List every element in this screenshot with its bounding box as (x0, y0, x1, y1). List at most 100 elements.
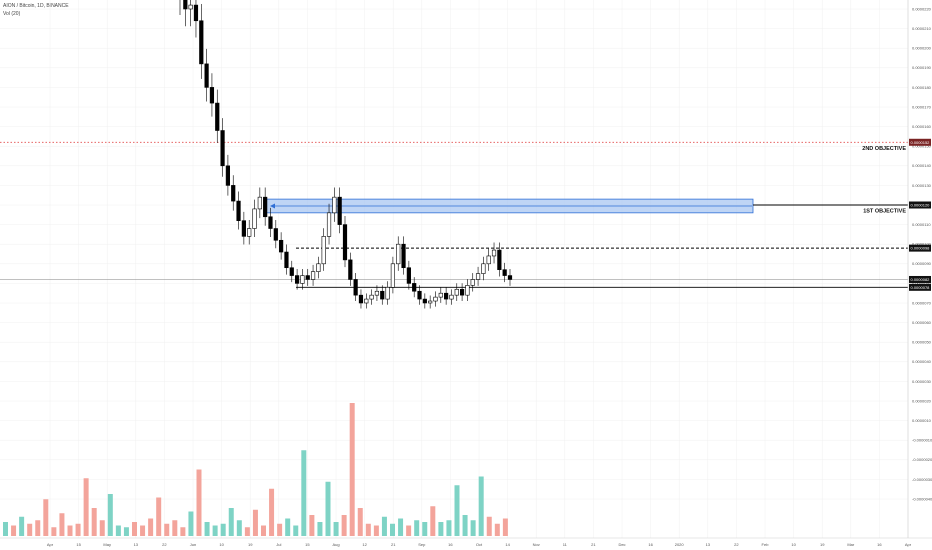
symbol-title: AION / Bitcoin, 1D, BINANCE (3, 3, 69, 9)
date-tick-label: 13 (706, 542, 711, 547)
date-tick-label: 11 (563, 542, 568, 547)
volume-indicator-label: Vol (20) (3, 11, 21, 17)
price-tick-label: 0.0000040 (912, 359, 932, 364)
volume-bar (365, 523, 371, 536)
price-tick-label: 0.0000190 (912, 65, 932, 70)
price-tick-label: 0.0000150 (912, 144, 932, 149)
candle-body (215, 102, 220, 131)
candle-body (188, 4, 193, 10)
date-tick-label: 16 (448, 542, 453, 547)
candle-body (481, 263, 486, 274)
price-tick-label: 0.0000020 (912, 398, 932, 403)
volume-bar (381, 516, 387, 536)
date-tick-label: Nov (533, 542, 540, 547)
volume-bar (123, 527, 129, 536)
volume-bar (83, 478, 89, 536)
volume-bars (3, 403, 508, 536)
candle-body (470, 279, 475, 286)
candle-body (310, 271, 316, 280)
price-tag (909, 275, 931, 283)
volume-bar (244, 527, 250, 536)
candle-body (252, 208, 257, 229)
candle-body (406, 267, 411, 284)
price-tick-label: 0.0000090 (912, 261, 932, 266)
volume-bar (502, 518, 508, 536)
candle-body (231, 185, 236, 202)
volume-bar (406, 525, 412, 536)
volume-bar (59, 513, 65, 536)
candle-body (321, 236, 326, 265)
candle-body (491, 249, 497, 257)
candlesticks (179, 0, 513, 309)
volume-bar (236, 520, 242, 536)
price-tick-label: 0.0000060 (912, 320, 932, 325)
volume-bar (261, 525, 267, 536)
volume-bar (99, 520, 105, 536)
date-tick-label: 16 (877, 542, 882, 547)
candle-body (284, 251, 289, 269)
volume-bar (430, 506, 436, 536)
candle-body (385, 287, 390, 300)
volume-bar (75, 523, 81, 536)
candle-body (369, 294, 374, 300)
candle-body (257, 196, 262, 210)
candle-body (475, 273, 481, 280)
date-tick-label: Sep (418, 542, 426, 547)
volume-bar (317, 522, 323, 536)
date-axis[interactable]: Apr 15 May 13 22 Jun 10 19 Jul 15 Aug 12 21 Sep 16 Oct 1… (0, 537, 932, 547)
volume-bar (446, 520, 452, 536)
volume-bar (115, 525, 121, 536)
candle-body (279, 239, 284, 253)
candle-body (332, 196, 337, 214)
price-tick-label: 0.0000010 (912, 418, 932, 423)
objective-zone (265, 198, 754, 214)
date-tick-label: 14 (505, 542, 510, 547)
candle-body (390, 263, 396, 288)
volume-bar (333, 522, 339, 536)
volume-bar (43, 499, 49, 536)
candle-body (294, 275, 300, 284)
candle-body (449, 294, 454, 300)
objective-labels: 1ST OBJECTIVE 2ND OBJECTIVE (862, 146, 906, 215)
price-tick-label: -0.0000010 (912, 438, 932, 443)
date-tick-label: Oct (476, 542, 483, 547)
date-tick-label: 10 (219, 542, 224, 547)
price-tick-label: 0.0000050 (912, 340, 932, 345)
volume-bar (172, 520, 178, 536)
candle-body (236, 200, 241, 221)
volume-bar (148, 518, 154, 536)
volume-bar (325, 481, 331, 536)
price-levels (0, 141, 908, 288)
date-tick-label: 15 (76, 542, 81, 547)
price-tag-label: 0.0000120 (911, 203, 931, 208)
candle-body (316, 263, 321, 272)
volume-bar (3, 522, 8, 536)
candle-body (422, 298, 427, 304)
date-tick-label: 16 (648, 542, 653, 547)
volume-bar (373, 525, 379, 536)
date-tick-label: 10 (791, 542, 796, 547)
date-tick-label: Aug (332, 542, 339, 547)
candle-body (241, 220, 246, 237)
price-tick-label: 0.0000070 (912, 300, 932, 305)
volume-bar (19, 516, 25, 536)
candle-body (300, 275, 305, 284)
volume-bar (27, 523, 33, 536)
volume-bar (478, 476, 484, 536)
candle-body (204, 63, 209, 88)
candle-body (502, 269, 507, 276)
candle-body (433, 296, 438, 302)
date-tick-label: 13 (134, 542, 139, 547)
volume-bar (438, 522, 444, 536)
price-axis[interactable]: 0.0000220 0.0000210 0.0000200 0.0000190 0.00… (907, 0, 932, 538)
candle-body (396, 243, 401, 265)
price-tick-label: 0.0000110 (912, 222, 931, 227)
volume-bar (212, 525, 218, 536)
price-tick-label: 0.0000200 (912, 46, 932, 51)
price-tick-label: 0.0000220 (912, 6, 932, 11)
date-tick-label: 22 (162, 542, 167, 547)
volume-bar (228, 508, 234, 536)
date-tick-label: Feb (762, 542, 770, 547)
date-tick-label: 22 (734, 542, 739, 547)
